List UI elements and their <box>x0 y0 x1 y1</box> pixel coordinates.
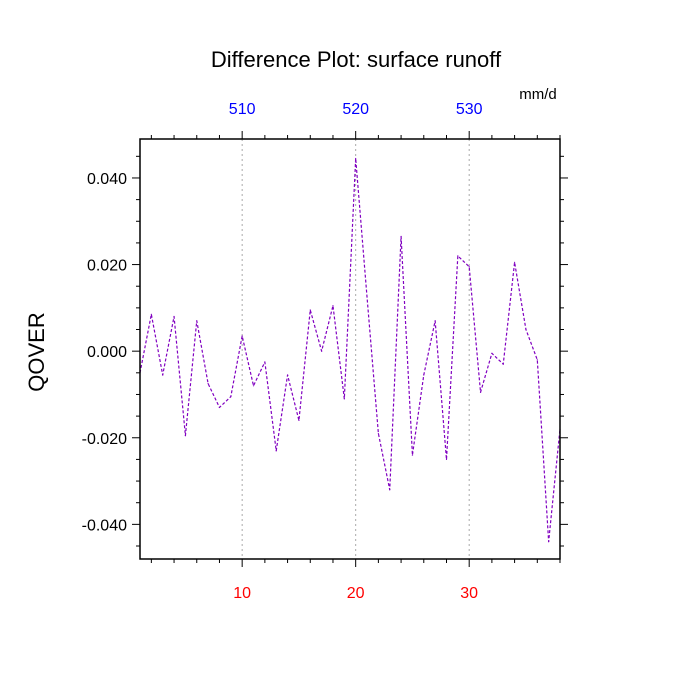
data-point <box>468 266 470 268</box>
data-point <box>230 396 232 398</box>
data-point <box>207 383 209 385</box>
data-point <box>423 374 425 376</box>
x-tick-label-bottom: 20 <box>347 585 365 602</box>
x-tick-label-top: 530 <box>456 101 483 118</box>
y-tick-label: 0.020 <box>87 258 127 275</box>
y-axis-label: QOVER <box>24 312 49 391</box>
data-point <box>309 309 311 311</box>
data-point <box>411 454 414 456</box>
data-point <box>513 261 516 264</box>
data-point <box>162 374 164 376</box>
data-point <box>457 255 459 257</box>
y-tick-label: -0.040 <box>82 517 127 534</box>
data-point <box>321 350 323 352</box>
axis-ticks <box>132 131 568 567</box>
data-point <box>502 363 504 365</box>
data-point <box>548 541 550 543</box>
data-point <box>377 432 379 435</box>
data-point <box>173 315 175 318</box>
chart-title: Difference Plot: surface runoff <box>211 47 502 72</box>
data-point <box>218 406 221 409</box>
y-tick-label: 0.040 <box>87 171 127 188</box>
data-point <box>332 305 334 307</box>
data-point <box>355 157 357 160</box>
units-label: mm/d <box>519 86 557 103</box>
data-point <box>400 235 402 238</box>
x-tick-label-top: 520 <box>342 101 369 118</box>
data-point <box>150 313 152 315</box>
data-point <box>196 320 198 322</box>
data-point <box>479 391 482 393</box>
data-point <box>184 434 187 437</box>
data-point <box>525 328 527 331</box>
data-point <box>241 335 243 337</box>
series-line <box>139 157 561 543</box>
data-point <box>264 361 266 363</box>
plot-frame <box>139 138 561 560</box>
data-point <box>491 352 493 354</box>
series-layer <box>139 157 561 543</box>
data-point <box>434 320 436 322</box>
x-tick-label-bottom: 30 <box>460 585 478 602</box>
y-tick-label: -0.020 <box>82 431 127 448</box>
x-tick-label-top: 510 <box>229 101 256 118</box>
data-point <box>445 458 448 461</box>
grid-lines <box>241 139 470 559</box>
y-tick-label: 0.000 <box>87 344 127 361</box>
data-point <box>286 374 289 376</box>
data-point <box>536 359 538 361</box>
x-tick-label-bottom: 10 <box>233 585 251 602</box>
data-point <box>298 419 300 422</box>
tick-labels: 0.040 0.020 0.000 -0.020 -0.040 10 20 30 510 520 5… <box>82 101 483 602</box>
data-point <box>389 489 391 491</box>
data-point <box>275 450 277 452</box>
data-point <box>343 398 345 400</box>
data-point <box>366 296 368 298</box>
data-point <box>252 385 255 387</box>
